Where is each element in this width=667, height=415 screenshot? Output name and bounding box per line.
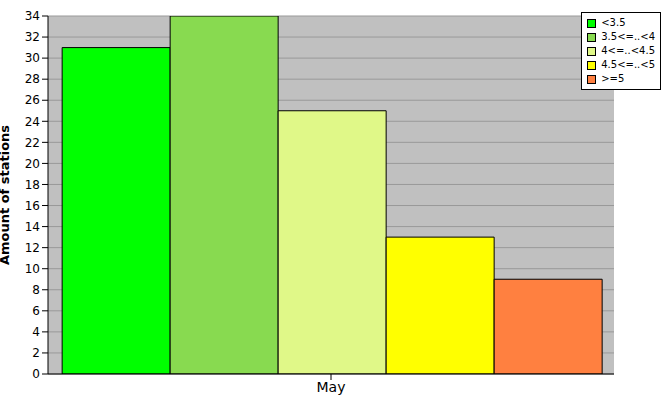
html-text:<3.5: <3.5 (601, 17, 626, 28)
svg-text:2: 2 (32, 346, 40, 360)
svg-text:26: 26 (25, 93, 40, 107)
svg-text:16: 16 (25, 199, 40, 213)
svg-text:10: 10 (25, 262, 40, 276)
svg-text:20: 20 (25, 157, 40, 171)
svg-text:8: 8 (32, 283, 40, 297)
svg-text:May: May (317, 379, 346, 395)
html-text:4<=..<4.5: 4<=..<4.5 (601, 45, 655, 56)
svg-text:4: 4 (32, 325, 40, 339)
svg-text:34: 34 (25, 9, 40, 23)
svg-text:28: 28 (25, 72, 40, 86)
svg-text:0: 0 (32, 367, 40, 381)
svg-text:18: 18 (25, 178, 40, 192)
html-text:3.5<=..<4: 3.5<=..<4 (601, 31, 655, 42)
html-text:>=5: >=5 (601, 73, 625, 84)
svg-text:24: 24 (25, 115, 40, 129)
svg-text:22: 22 (25, 136, 40, 150)
svg-text:Amount of stations: Amount of stations (8, 125, 12, 265)
svg-text:12: 12 (25, 241, 40, 255)
svg-text:14: 14 (25, 220, 40, 234)
html-text:4.5<=..<5: 4.5<=..<5 (601, 59, 655, 70)
svg-text:6: 6 (32, 304, 40, 318)
svg-text:30: 30 (25, 51, 40, 65)
svg-text:32: 32 (25, 30, 40, 44)
